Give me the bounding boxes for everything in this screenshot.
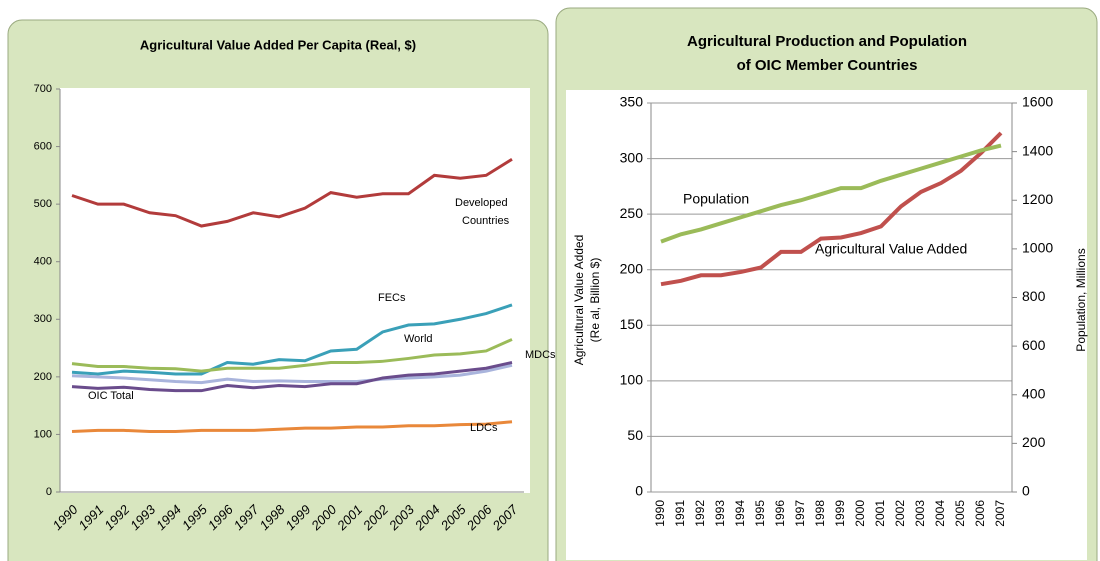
x-tick-label: 1992 [693, 500, 707, 527]
x-tick-label: 1991 [673, 500, 687, 527]
series-label: OIC Total [88, 390, 134, 402]
series-label: Population [683, 191, 749, 207]
series-label: FECs [378, 292, 406, 304]
series-line [71, 361, 513, 393]
series-line [71, 338, 513, 373]
x-tick-label: 1993 [713, 500, 727, 527]
x-tick-label: 2003 [913, 500, 927, 527]
x-tick-label: 2005 [953, 500, 967, 527]
y-tick-label: 200 [34, 371, 52, 383]
x-tick-label: 2000 [853, 500, 867, 527]
series-line [660, 131, 1003, 287]
y-tick-label: 0 [635, 483, 643, 499]
x-tick-label: 2007 [993, 500, 1007, 527]
y-tick-label: 600 [34, 140, 52, 152]
y-tick-label: 100 [34, 428, 52, 440]
series-line [660, 143, 1002, 244]
y-tick-label: 150 [620, 316, 644, 332]
plot-area [60, 88, 530, 493]
y2-tick-label: 1000 [1022, 240, 1053, 256]
y-tick-label: 400 [34, 256, 52, 268]
x-tick-label: 1998 [813, 500, 827, 527]
x-tick-label: 2001 [873, 500, 887, 527]
x-tick-label: 1996 [773, 500, 787, 527]
chart-title: Agricultural Production and Population [687, 33, 967, 50]
x-tick-label: 1997 [793, 500, 807, 527]
series-label: Agricultural Value Added [815, 241, 967, 257]
y2-tick-label: 800 [1022, 288, 1046, 304]
y-axis-label: (Re al, Billion $) [588, 258, 602, 343]
y-tick-label: 50 [627, 427, 643, 443]
series-line [71, 157, 513, 228]
x-tick-label: 2002 [893, 500, 907, 527]
series-label: MDCs [525, 349, 556, 361]
y2-tick-label: 400 [1022, 385, 1046, 401]
series-label: Developed Countries [455, 197, 510, 227]
y-tick-label: 300 [620, 149, 644, 165]
y2-tick-label: 0 [1022, 483, 1030, 499]
y2-tick-label: 200 [1022, 434, 1046, 450]
y-tick-label: 500 [34, 198, 52, 210]
series-line [71, 420, 513, 434]
series-line [71, 303, 513, 376]
y-tick-label: 350 [620, 94, 644, 110]
x-tick-label: 1999 [833, 500, 847, 527]
series-label: LDCs [470, 422, 498, 434]
y-tick-label: 300 [34, 313, 52, 325]
series-line [71, 363, 513, 385]
y-tick-label: 0 [46, 486, 52, 498]
chart-title: of OIC Member Countries [737, 57, 918, 74]
x-tick-label: 1994 [733, 500, 747, 527]
chart-right: Agricultural Production and Population of… [572, 33, 1088, 527]
y2-tick-label: 1400 [1022, 142, 1053, 158]
y2-axis-label: Population, Millions [1074, 248, 1088, 351]
x-tick-label: 1995 [753, 500, 767, 527]
x-tick-label: 2004 [933, 500, 947, 527]
y-tick-label: 200 [620, 260, 644, 276]
y-axis-label: Agricultural Value Added [572, 235, 586, 366]
y2-tick-label: 600 [1022, 337, 1046, 353]
x-tick-label: 2006 [973, 500, 987, 527]
y2-tick-label: 1200 [1022, 191, 1053, 207]
series-label: World [404, 333, 433, 345]
y2-tick-label: 1600 [1022, 94, 1053, 110]
x-tick-label: 1990 [653, 500, 667, 527]
chart-title: Agricultural Value Added Per Capita (Rea… [140, 37, 416, 52]
y-tick-label: 250 [620, 205, 644, 221]
y-tick-label: 100 [620, 372, 644, 388]
y-tick-label: 700 [34, 83, 52, 95]
